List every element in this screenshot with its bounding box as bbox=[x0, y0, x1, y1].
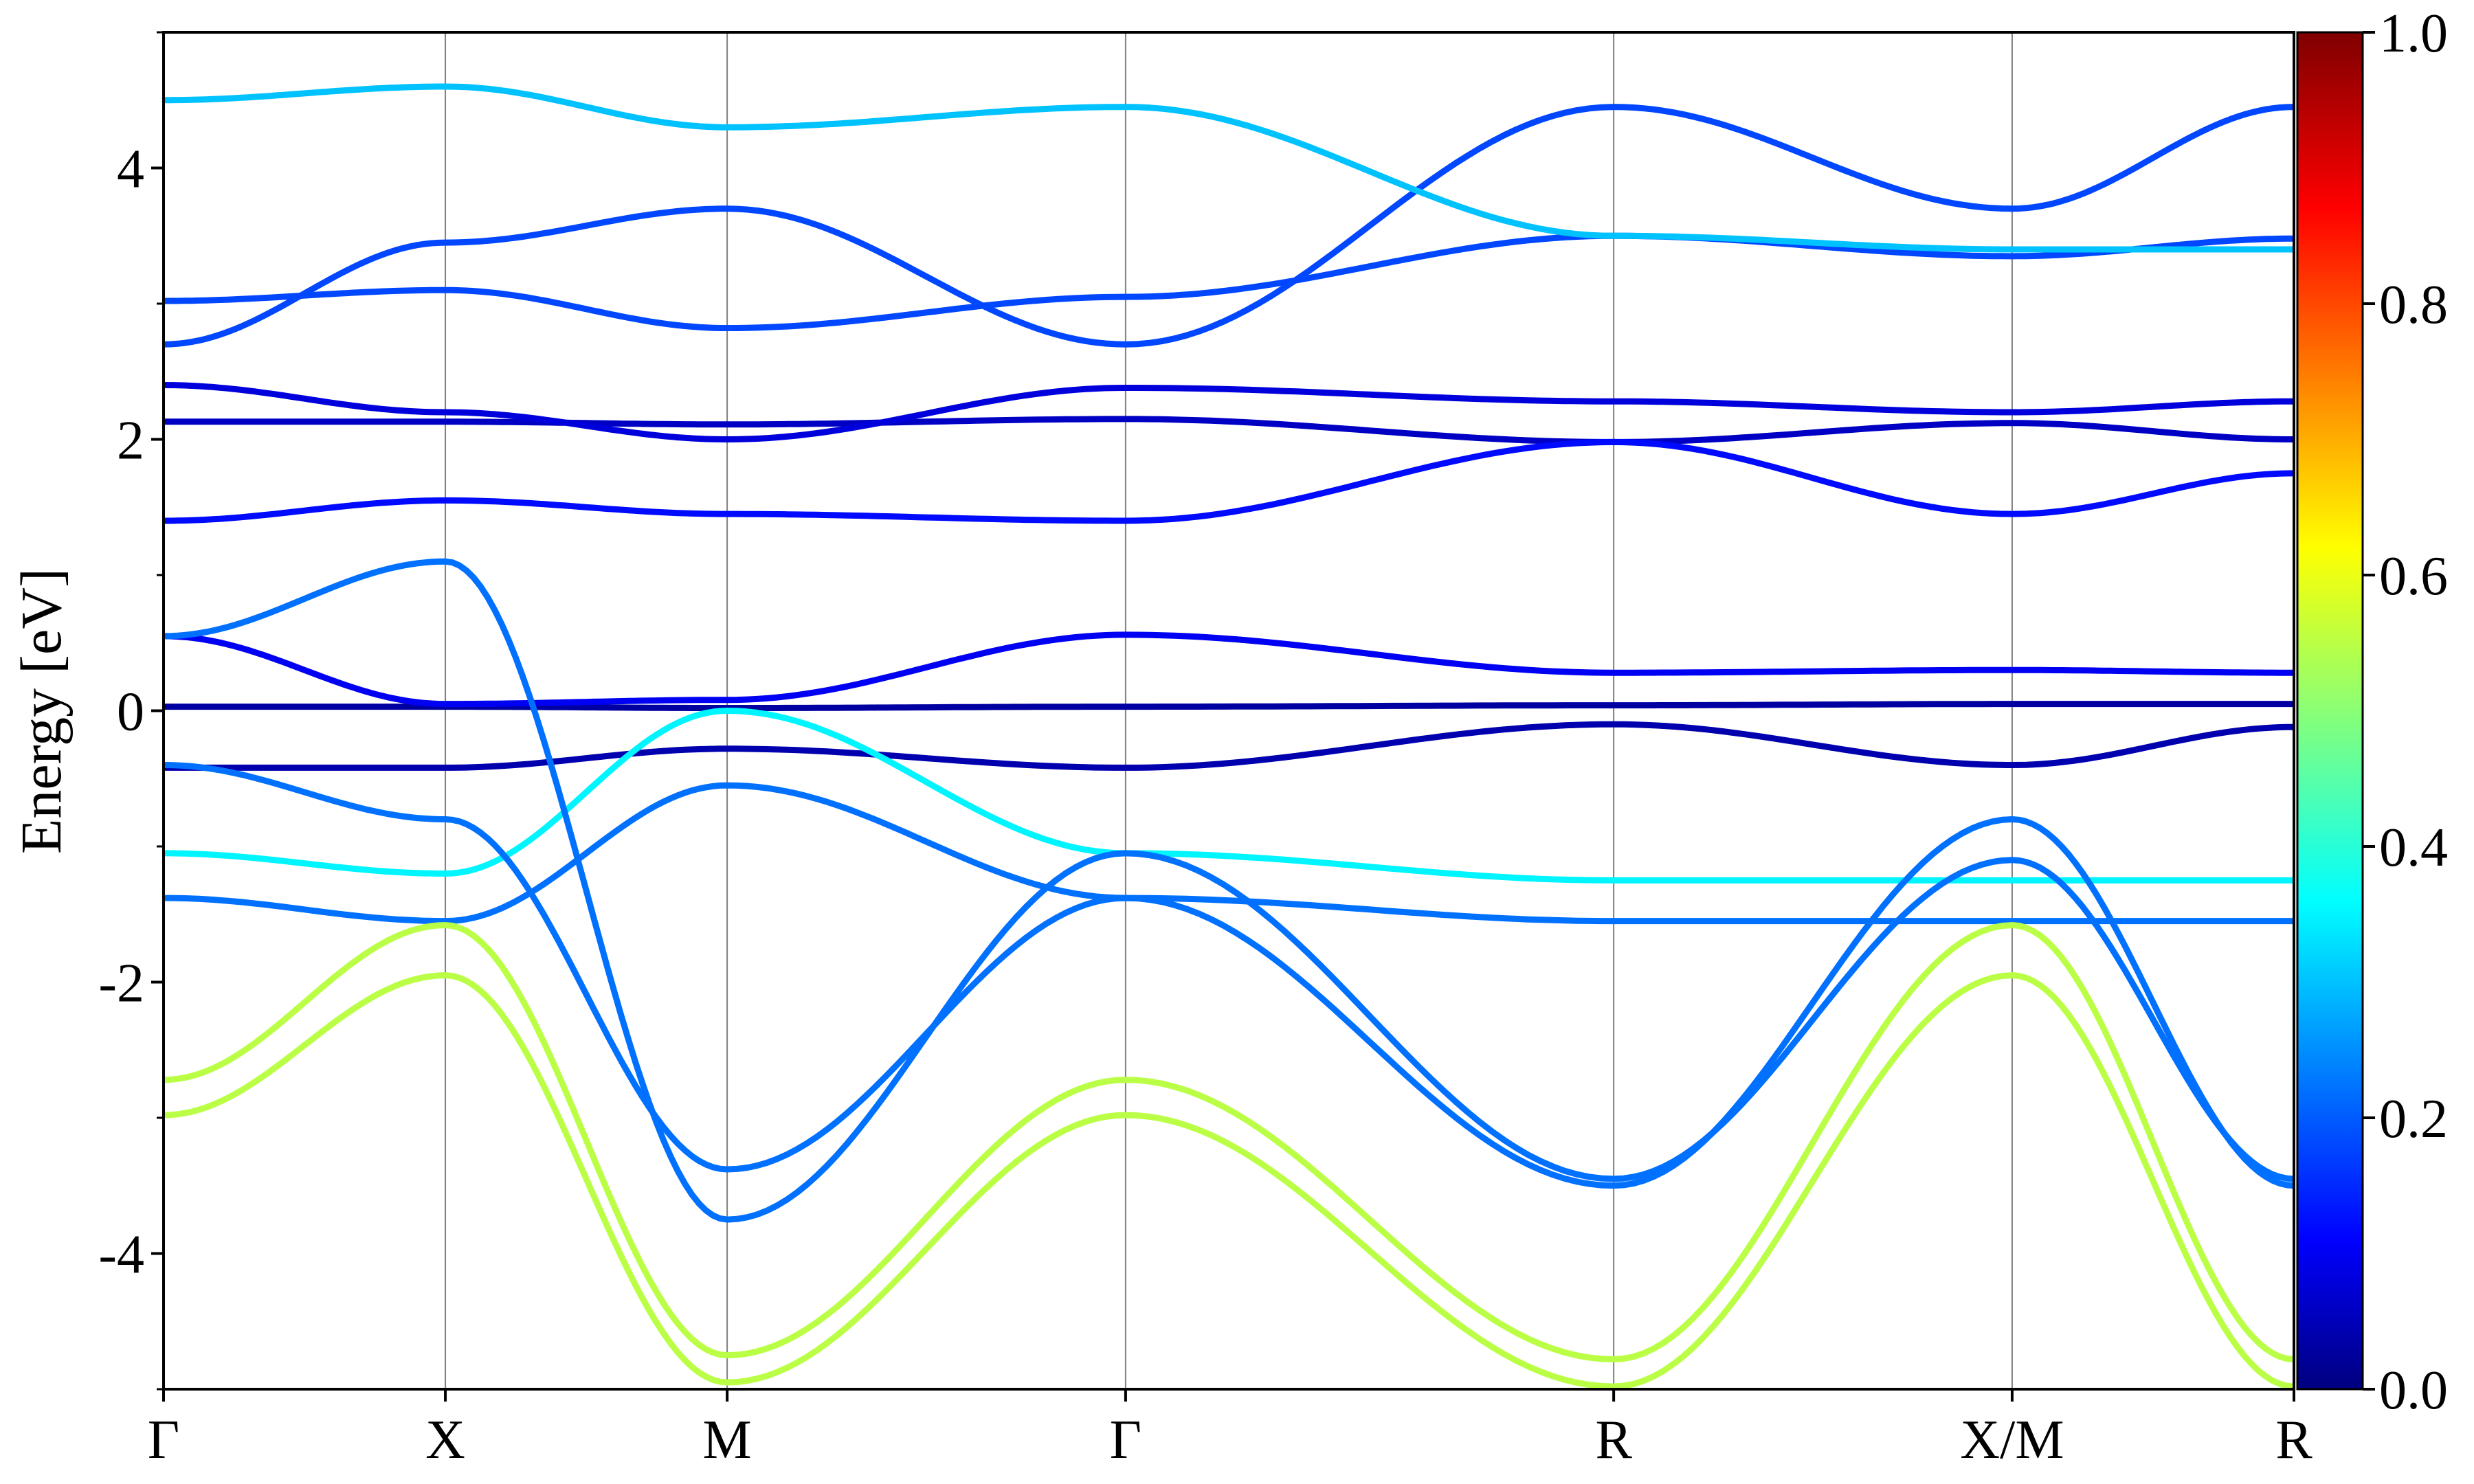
y-tick-label: 0 bbox=[117, 682, 144, 743]
x-tick-label: Γ bbox=[1110, 1410, 1141, 1470]
colorbar-tick-label: 0.8 bbox=[2379, 275, 2448, 335]
colorbar-tick-label: 0.4 bbox=[2379, 818, 2448, 878]
band-line-3 bbox=[164, 416, 2294, 445]
y-tick-label: -4 bbox=[98, 1225, 144, 1285]
colorbar: 0.0 0.2 0.4 0.6 0.8 1.0 bbox=[2296, 3, 2448, 1421]
x-tick-label: Γ bbox=[148, 1410, 179, 1470]
x-tick-label: R bbox=[1595, 1410, 1632, 1470]
band-line-14 bbox=[164, 83, 2294, 253]
y-axis: -4 -2 0 2 4 bbox=[98, 31, 164, 1391]
colorbar-ticks: 0.0 0.2 0.4 0.6 0.8 1.0 bbox=[2363, 3, 2448, 1421]
band-line-5 bbox=[164, 438, 2294, 524]
x-tick-label: M bbox=[703, 1410, 752, 1470]
band-line-11 bbox=[164, 922, 2294, 1362]
x-axis: Γ X M Γ R X/M R bbox=[148, 1389, 2313, 1470]
y-axis-label: Energy [eV] bbox=[10, 568, 74, 854]
colorbar-tick-label: 0.2 bbox=[2379, 1089, 2448, 1149]
colorbar-tick-label: 1.0 bbox=[2379, 3, 2448, 64]
y-tick-label: -2 bbox=[98, 954, 144, 1014]
band-lines bbox=[164, 83, 2294, 1389]
y-tick-label: 2 bbox=[117, 411, 144, 471]
band-line-13 bbox=[164, 104, 2294, 348]
x-tick-label: X/M bbox=[1960, 1410, 2064, 1470]
colorbar-tick-label: 0.6 bbox=[2379, 546, 2448, 607]
plot-background bbox=[164, 32, 2294, 1389]
y-tick-label: 4 bbox=[117, 139, 144, 200]
x-tick-label: R bbox=[2275, 1410, 2313, 1470]
band-line-1 bbox=[164, 721, 2294, 771]
band-line-4 bbox=[164, 382, 2294, 442]
band-line-12 bbox=[164, 972, 2294, 1389]
band-line-9 bbox=[164, 762, 2294, 1189]
colorbar-tick-label: 0.0 bbox=[2379, 1360, 2448, 1421]
x-tick-label: X bbox=[425, 1410, 465, 1470]
band-line-6 bbox=[164, 232, 2294, 331]
colorbar-gradient bbox=[2296, 31, 2364, 1391]
band-line-10 bbox=[164, 558, 2294, 1223]
band-line-2 bbox=[164, 631, 2294, 708]
